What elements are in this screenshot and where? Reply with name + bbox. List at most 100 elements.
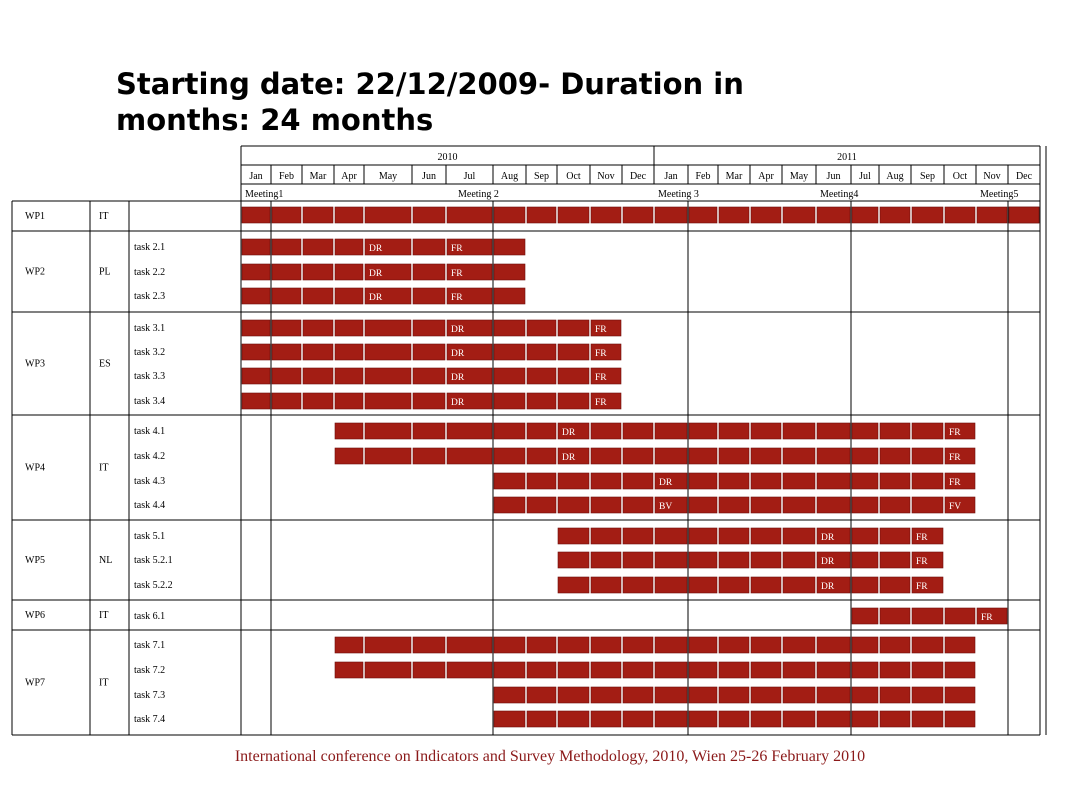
task-bar-segment <box>851 686 879 704</box>
milestone-label: DR <box>369 244 383 254</box>
task-bar-segment <box>911 472 944 490</box>
task-bar-segment <box>944 607 976 625</box>
milestone-label: BV <box>659 502 672 512</box>
task-bar-segment <box>334 392 364 410</box>
task-bar-segment <box>590 422 622 440</box>
task-bar-segment <box>557 392 590 410</box>
task-bar-segment <box>879 576 911 594</box>
task-bar-segment <box>526 472 557 490</box>
task-bar-segment <box>944 710 976 728</box>
task-bar-segment <box>851 206 879 224</box>
gantt-chart: 2010 2011 Jan Feb Mar Apr May Jun Jul Aug Sep Oct No… <box>11 145 1047 736</box>
task-bar-segment <box>412 636 446 654</box>
task-bar-segment <box>782 710 816 728</box>
milestone-label: FR <box>949 478 961 488</box>
wp-label: WP5 <box>25 555 45 566</box>
task-label: task 3.3 <box>134 371 165 382</box>
milestone-label: FR <box>916 582 928 592</box>
task-bar-segment <box>364 343 412 361</box>
task-bar-segment <box>557 422 590 440</box>
task-bar-segment <box>851 607 879 625</box>
task-bar-segment <box>816 576 851 594</box>
task-bar-segment <box>446 661 493 679</box>
task-bar-segment <box>412 422 446 440</box>
task-bar-segment <box>688 206 718 224</box>
task-bar-segment <box>526 392 557 410</box>
month-label: Jun <box>827 171 841 182</box>
task-bar-segment <box>590 343 622 361</box>
task-bar-segment <box>718 527 750 545</box>
task-bar-segment <box>590 686 622 704</box>
task-bar-segment <box>622 496 654 514</box>
task-bar-segment <box>364 447 412 465</box>
task-bar-segment <box>241 263 271 281</box>
month-label: Nov <box>983 171 1000 182</box>
task-bar-segment <box>944 636 976 654</box>
task-bar-segment <box>526 319 557 337</box>
task-bar-segment <box>364 319 412 337</box>
task-bar-segment <box>364 367 412 385</box>
task-bar-segment <box>718 447 750 465</box>
task-bar-segment <box>302 367 334 385</box>
month-label: Feb <box>279 171 294 182</box>
task-bar-segment <box>302 287 334 305</box>
task-bar-segment <box>944 422 976 440</box>
milestone-label: DR <box>659 478 673 488</box>
task-bar-segment <box>654 576 688 594</box>
task-bar-segment <box>879 496 911 514</box>
task-bar-segment <box>718 686 750 704</box>
task-bar-segment <box>493 472 526 490</box>
task-bar-segment <box>446 206 493 224</box>
task-bar-segment <box>493 422 526 440</box>
task-bar-segment <box>879 661 911 679</box>
task-bar-segment <box>879 206 911 224</box>
task-bar-segment <box>816 496 851 514</box>
task-bar-segment <box>911 447 944 465</box>
task-bar-segment <box>654 496 688 514</box>
task-bar-segment <box>446 263 493 281</box>
task-bar-segment <box>851 496 879 514</box>
task-bar-segment <box>590 367 622 385</box>
task-label: task 4.3 <box>134 476 165 487</box>
task-bar-segment <box>688 661 718 679</box>
milestone-label: DR <box>369 293 383 303</box>
task-bar-segment <box>911 576 944 594</box>
task-bar-segment <box>911 206 944 224</box>
milestone-label: DR <box>821 582 835 592</box>
task-bar-segment <box>816 447 851 465</box>
task-bar-segment <box>622 527 654 545</box>
task-bar-segment <box>782 636 816 654</box>
task-label: task 6.1 <box>134 611 165 622</box>
task-bar-segment <box>526 686 557 704</box>
milestone-label: DR <box>451 373 465 383</box>
task-bar-segment <box>879 551 911 569</box>
task-bar-segment <box>364 392 412 410</box>
task-bar-segment <box>493 392 526 410</box>
milestone-label: FR <box>595 398 607 408</box>
task-bar-segment <box>750 551 782 569</box>
task-bar-segment <box>718 472 750 490</box>
month-label: Oct <box>953 171 968 182</box>
task-bar-segment <box>944 206 976 224</box>
task-bar-segment <box>622 661 654 679</box>
task-bar-segment <box>557 343 590 361</box>
task-bar-segment <box>782 576 816 594</box>
task-bar-segment <box>976 206 1008 224</box>
task-bar-segment <box>750 422 782 440</box>
task-bar-segment <box>718 206 750 224</box>
task-bar-segment <box>782 527 816 545</box>
task-bar-segment <box>412 392 446 410</box>
milestone-label: DR <box>369 269 383 279</box>
task-bar-segment <box>944 447 976 465</box>
task-bar-segment <box>271 287 302 305</box>
milestone-label: FR <box>595 373 607 383</box>
month-label: Jul <box>859 171 871 182</box>
task-bar-segment <box>879 472 911 490</box>
task-label: task 7.3 <box>134 690 165 701</box>
month-label: Apr <box>758 171 774 182</box>
task-bar-segment <box>816 422 851 440</box>
task-bar-segment <box>688 710 718 728</box>
task-bar-segment <box>911 710 944 728</box>
task-bar-segment <box>816 636 851 654</box>
task-bar-segment <box>590 447 622 465</box>
